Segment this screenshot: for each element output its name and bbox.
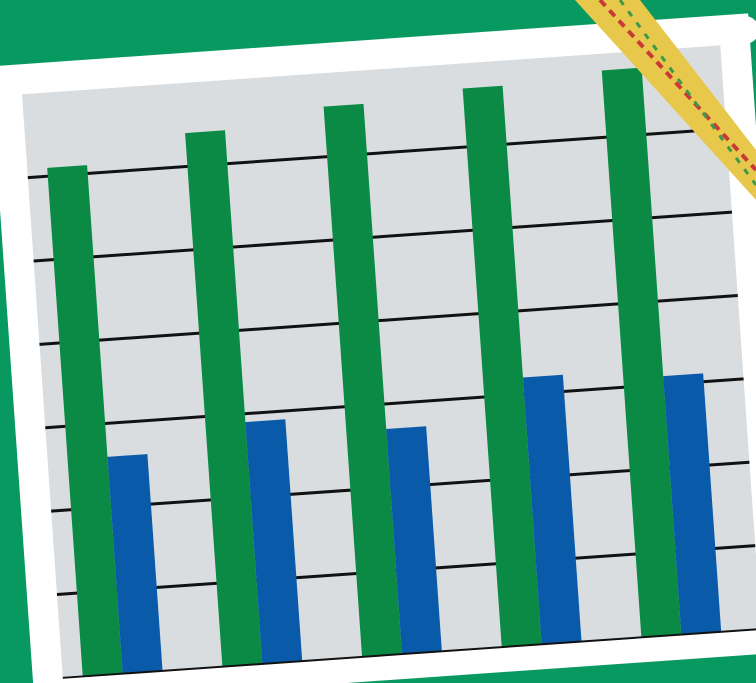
- bar: [386, 426, 442, 655]
- tape: [575, 0, 756, 200]
- bar: [323, 103, 402, 657]
- tape-stripe: [618, 0, 756, 186]
- tape-strip: [575, 0, 756, 200]
- decoration: [731, 16, 756, 44]
- bar: [601, 67, 682, 638]
- bar: [462, 85, 542, 648]
- tape-stripe: [598, 0, 756, 172]
- bar: [522, 374, 582, 645]
- bar: [47, 165, 123, 677]
- bar: [185, 130, 263, 667]
- bar: [663, 373, 722, 635]
- x-axis: [62, 627, 756, 679]
- paper: [0, 13, 756, 683]
- bar: [107, 454, 163, 674]
- bar: [245, 419, 303, 664]
